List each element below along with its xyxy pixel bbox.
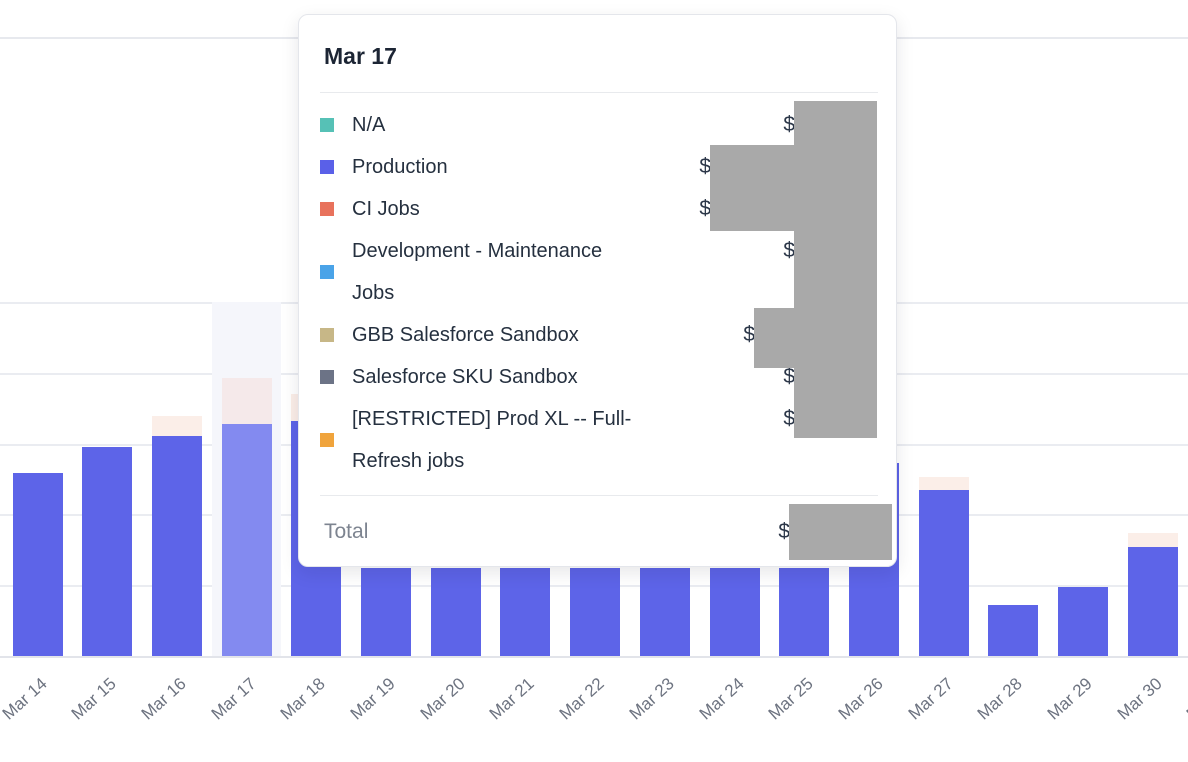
bar-production-mar-15[interactable]: [82, 447, 133, 656]
bar-production-mar-28[interactable]: [988, 605, 1039, 656]
tooltip-series-value: $: [699, 197, 711, 220]
tooltip-series-value: $: [783, 239, 795, 262]
bar-production-mar-27[interactable]: [918, 489, 969, 656]
tooltip-series-label: [RESTRICTED] Prod XL -- Full- Refresh job…: [352, 408, 632, 472]
na-series-swatch-icon: [320, 118, 334, 132]
tooltip-series-label: Production: [352, 156, 448, 178]
production-series-swatch-icon: [320, 160, 334, 174]
bar-production-mar-22[interactable]: [570, 568, 621, 656]
bar-production-mar-29[interactable]: [1058, 586, 1108, 656]
tooltip-row-production: Production $: [299, 146, 898, 188]
bar-production-mar-17[interactable]: [221, 423, 272, 656]
salesforce-sku-sandbox-series-swatch-icon: [320, 370, 334, 384]
tooltip-row-salesforce-sku-sandbox: Salesforce SKU Sandbox $: [299, 356, 898, 398]
redacted-value-block: [789, 504, 892, 560]
tooltip-row-gbb-salesforce-sandbox: GBB Salesforce Sandbox $: [299, 314, 898, 356]
bar-ci-jobs-mar-17[interactable]: [221, 378, 272, 424]
bar-production-mar-19[interactable]: [361, 568, 411, 656]
tooltip-total-value: $: [778, 520, 790, 543]
redacted-value-block: [710, 145, 794, 231]
tooltip-series-value: $: [699, 155, 711, 178]
ci-jobs-series-swatch-icon: [320, 202, 334, 216]
tooltip-series-value: $: [783, 407, 795, 430]
chart-tooltip: Mar 17 N/A $ Production $ CI Jobs $ Developmen…: [298, 14, 897, 567]
bar-production-mar-16[interactable]: [151, 435, 202, 656]
tooltip-series-label: N/A: [352, 114, 386, 136]
bar-ci-jobs-mar-30[interactable]: [1127, 532, 1178, 547]
redacted-value-block: [754, 308, 794, 368]
bar-production-mar-20[interactable]: [430, 568, 481, 656]
bar-production-mar-25[interactable]: [779, 568, 830, 656]
gbb-salesforce-sandbox-series-swatch-icon: [320, 328, 334, 342]
x-axis-line: [0, 656, 1188, 658]
tooltip-series-value: $: [743, 323, 755, 346]
bar-production-mar-14[interactable]: [12, 472, 63, 656]
tooltip-row-na: N/A $: [299, 104, 898, 146]
tooltip-divider-bottom: [320, 495, 878, 496]
tooltip-series-rows: N/A $ Production $ CI Jobs $ Development - Mai…: [299, 104, 898, 482]
tooltip-row-ci-jobs: CI Jobs $: [299, 188, 898, 230]
tooltip-total-label: Total: [324, 520, 369, 543]
bar-ci-jobs-mar-16[interactable]: [151, 415, 202, 436]
tooltip-series-label: CI Jobs: [352, 198, 420, 220]
bar-production-mar-24[interactable]: [709, 568, 760, 656]
tooltip-row-development-maintenance-jobs: Development - Maintenance Jobs $: [299, 230, 898, 314]
restricted-prod-xl-full-refresh-jobs-series-swatch-icon: [320, 433, 334, 447]
tooltip-row-restricted-prod-xl-full-refresh-jobs: [RESTRICTED] Prod XL -- Full- Refresh job…: [299, 398, 898, 482]
tooltip-divider-top: [320, 92, 878, 93]
bar-production-mar-21[interactable]: [500, 568, 551, 656]
tooltip-series-label: Salesforce SKU Sandbox: [352, 366, 578, 388]
development-maintenance-jobs-series-swatch-icon: [320, 265, 334, 279]
tooltip-total-row: Total $: [299, 504, 898, 560]
bar-production-mar-30[interactable]: [1127, 546, 1178, 656]
bar-production-mar-23[interactable]: [639, 568, 690, 656]
redacted-value-block: [794, 101, 877, 438]
bar-ci-jobs-mar-27[interactable]: [918, 476, 969, 490]
tooltip-date-title: Mar 17: [324, 43, 397, 69]
tooltip-series-label: GBB Salesforce Sandbox: [352, 324, 579, 346]
tooltip-series-value: $: [783, 113, 795, 136]
tooltip-series-label: Development - Maintenance Jobs: [352, 240, 603, 304]
tooltip-series-value: $: [783, 365, 795, 388]
